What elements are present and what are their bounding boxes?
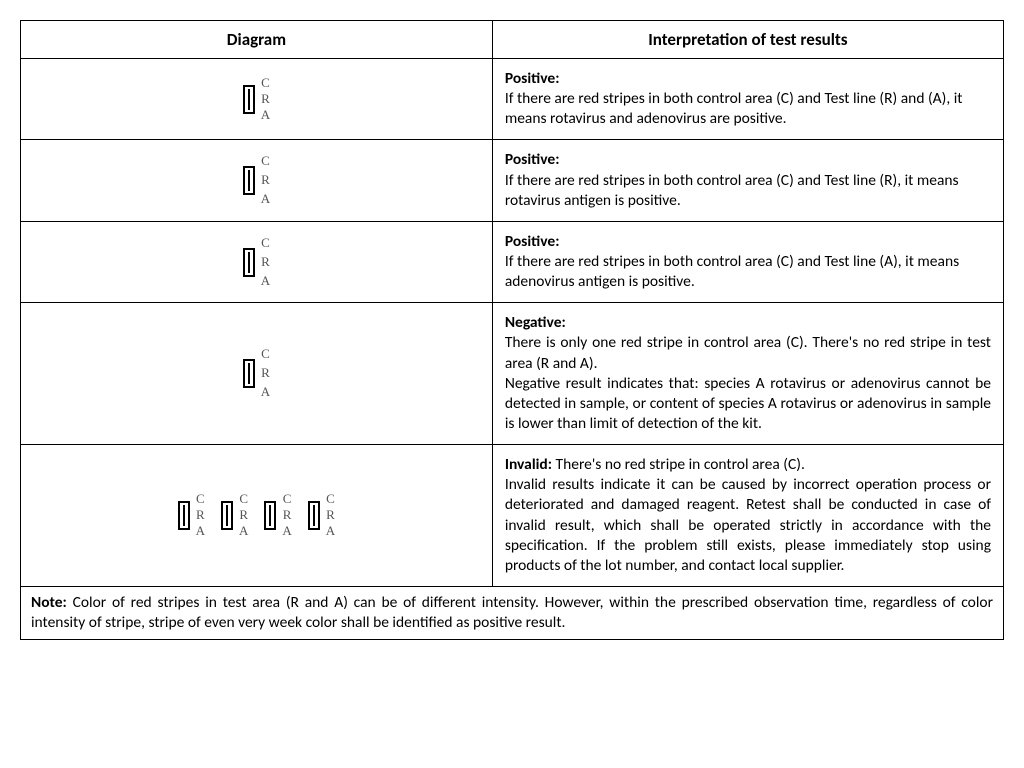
diagram-cell: CRA xyxy=(21,140,493,221)
diagram-cell: CRA xyxy=(21,59,493,140)
result-text: Negative result indicates that: species … xyxy=(505,374,991,434)
note-row: Note: Color of red stripes in test area … xyxy=(21,586,1004,639)
cassette-labels: CRA xyxy=(196,492,205,539)
test-cassette: CRA xyxy=(264,492,291,539)
label-r: R xyxy=(261,92,270,107)
cassette-labels: CRA xyxy=(261,347,270,400)
label-c: C xyxy=(261,236,270,251)
label-a: A xyxy=(261,274,270,289)
label-c: C xyxy=(239,492,248,507)
test-cassette: CRA xyxy=(243,76,270,123)
test-cassette: CRA xyxy=(243,347,270,400)
table-row: CRA Positive:If there are red stripes in … xyxy=(21,140,1004,221)
cassette-labels: CRA xyxy=(261,76,270,123)
note-text: Color of red stripes in test area (R and… xyxy=(31,593,993,632)
result-text: If there are red stripes in both control… xyxy=(505,252,991,292)
result-text: There is only one red stripe in control … xyxy=(505,333,991,373)
label-r: R xyxy=(261,255,270,270)
label-r: R xyxy=(326,508,335,523)
label-r: R xyxy=(196,508,205,523)
test-cassette: CRA xyxy=(308,492,335,539)
interpretation-cell: Positive:If there are red stripes in bot… xyxy=(492,140,1003,221)
interpretation-cell: Positive:If there are red stripes in bot… xyxy=(492,59,1003,140)
test-cassette: CRA xyxy=(243,154,270,207)
cassette-labels: CRA xyxy=(239,492,248,539)
label-c: C xyxy=(261,76,270,91)
table-row: CRACRACRACRAInvalid: There's no red stri… xyxy=(21,445,1004,587)
label-a: A xyxy=(239,524,248,539)
cassette-labels: CRA xyxy=(261,236,270,289)
result-title: Negative: xyxy=(505,313,991,333)
header-diagram: Diagram xyxy=(21,21,493,59)
result-title: Positive: xyxy=(505,232,991,252)
result-title: Invalid: xyxy=(505,455,552,474)
result-title: Positive: xyxy=(505,150,991,170)
label-r: R xyxy=(282,508,291,523)
test-cassette: CRA xyxy=(243,236,270,289)
label-r: R xyxy=(261,366,270,381)
diagram-cell: CRA xyxy=(21,221,493,302)
test-cassette: CRA xyxy=(178,492,205,539)
note-cell: Note: Color of red stripes in test area … xyxy=(21,586,1004,639)
label-a: A xyxy=(261,385,270,400)
table-row: CRA Positive:If there are red stripes in … xyxy=(21,59,1004,140)
label-r: R xyxy=(239,508,248,523)
label-c: C xyxy=(196,492,205,507)
interpretation-cell: Positive:If there are red stripes in bot… xyxy=(492,221,1003,302)
label-c: C xyxy=(261,154,270,169)
header-interpretation: Interpretation of test results xyxy=(492,21,1003,59)
table-row: CRA Negative:There is only one red stripe… xyxy=(21,303,1004,445)
result-text: If there are red stripes in both control… xyxy=(505,89,991,129)
label-a: A xyxy=(261,192,270,207)
label-a: A xyxy=(261,108,270,123)
cassette-labels: CRA xyxy=(261,154,270,207)
table-row: CRA Positive:If there are red stripes in … xyxy=(21,221,1004,302)
label-c: C xyxy=(261,347,270,362)
test-cassette: CRA xyxy=(221,492,248,539)
result-title: Positive: xyxy=(505,69,991,89)
interpretation-cell: Negative:There is only one red stripe in… xyxy=(492,303,1003,445)
label-r: R xyxy=(261,173,270,188)
result-text: Invalid results indicate it can be cause… xyxy=(505,475,991,576)
label-c: C xyxy=(282,492,291,507)
diagram-cell: CRACRACRACRA xyxy=(21,445,493,587)
diagram-cell: CRA xyxy=(21,303,493,445)
result-text: If there are red stripes in both control… xyxy=(505,171,991,211)
label-a: A xyxy=(282,524,291,539)
interpretation-cell: Invalid: There's no red stripe in contro… xyxy=(492,445,1003,587)
cassette-labels: CRA xyxy=(282,492,291,539)
label-a: A xyxy=(196,524,205,539)
cassette-labels: CRA xyxy=(326,492,335,539)
label-a: A xyxy=(326,524,335,539)
label-c: C xyxy=(326,492,335,507)
result-text-first: There's no red stripe in control area (C… xyxy=(552,455,805,474)
note-label: Note: xyxy=(31,593,67,612)
results-table: Diagram Interpretation of test results C… xyxy=(20,20,1004,640)
